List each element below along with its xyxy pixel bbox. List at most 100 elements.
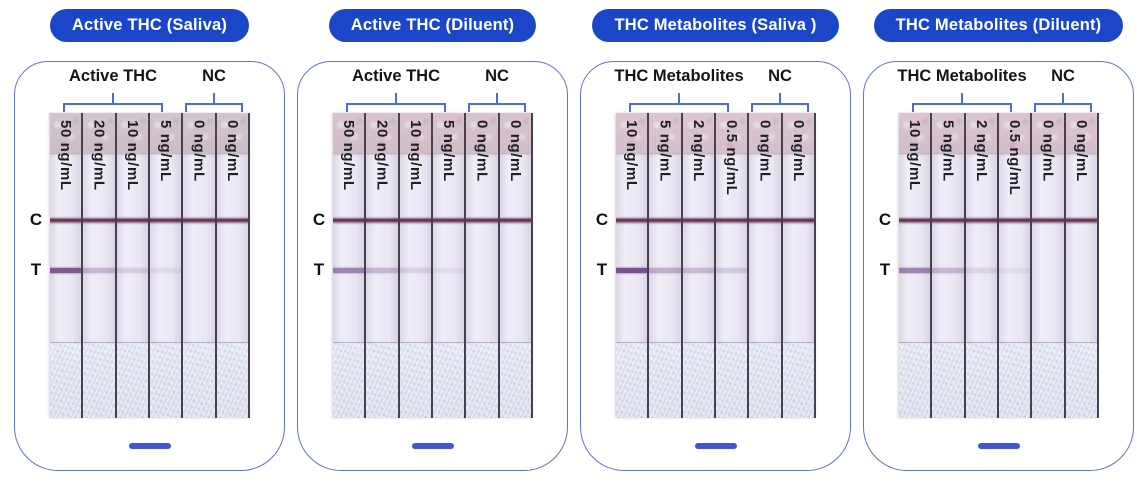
test-strip: 50 ng/mL: [333, 113, 365, 418]
nc-group-bracket: NC: [185, 62, 243, 113]
control-line: [899, 218, 931, 223]
control-line: [366, 218, 398, 223]
sample-pad: [183, 113, 215, 153]
control-line: [782, 218, 814, 223]
strip-concentration-label: 2 ng/mL: [972, 120, 990, 182]
bracket-line: [185, 103, 243, 114]
control-line: [649, 218, 681, 223]
test-strip: 10 ng/mL: [616, 113, 648, 418]
nc-group-label: NC: [202, 67, 226, 85]
panel-title: THC Metabolites (Saliva ): [614, 16, 817, 34]
sample-pad: [649, 113, 681, 153]
absorbent-pad: [899, 342, 931, 418]
absorbent-pad: [749, 342, 781, 418]
sample-pad: [399, 113, 431, 153]
sample-pad: [999, 113, 1031, 153]
control-line: [183, 218, 215, 223]
control-line-label: C: [595, 210, 609, 229]
test-strip: 10 ng/mL: [114, 113, 148, 418]
control-line: [83, 218, 115, 223]
panel-active-thc-saliva: Active THC (Saliva) Active THC NC C T 50…: [14, 9, 285, 488]
strip-concentration-label: 0.5 ng/mL: [1006, 120, 1024, 196]
strip-concentration-label: 5 ng/mL: [157, 120, 175, 182]
panel-title: Active THC (Saliva): [71, 16, 228, 34]
panel-title: THC Metabolites (Diluent): [895, 16, 1102, 34]
scale-bar: [977, 443, 1020, 449]
control-line: [116, 218, 148, 223]
strip-concentration-label: 10 ng/mL: [906, 120, 924, 191]
sample-group-bracket: Active THC: [63, 62, 163, 113]
strip-row: 50 ng/mL 20 ng/mL 10 ng/mL 5 ng/mL 0 ng/mL 0 …: [50, 113, 250, 418]
control-line: [1032, 218, 1064, 223]
nc-group-bracket: NC: [751, 62, 809, 113]
sample-pad: [1032, 113, 1064, 153]
test-line-label: T: [30, 260, 42, 279]
sample-pad: [899, 113, 931, 153]
test-strip: 10 ng/mL: [899, 113, 931, 418]
sample-pad: [1065, 113, 1097, 153]
sample-group-label: Active THC: [68, 67, 158, 85]
absorbent-pad: [965, 342, 997, 418]
test-line-label: T: [596, 260, 608, 279]
test-strip: 5 ng/mL: [430, 113, 465, 418]
control-line: [682, 218, 714, 223]
test-line-label: T: [879, 260, 891, 279]
test-line: [649, 268, 681, 273]
test-line: [83, 268, 115, 273]
test-line: [716, 268, 748, 273]
panel-title: Active THC (Diluent): [350, 16, 515, 34]
strip-concentration-label: 5 ng/mL: [440, 120, 458, 182]
strip-row: 50 ng/mL 20 ng/mL 10 ng/mL 5 ng/mL 0 ng/mL 0 …: [333, 113, 533, 418]
strip-concentration-label: 0.5 ng/mL: [723, 120, 741, 196]
absorbent-pad: [682, 342, 714, 418]
test-strip: 2 ng/mL: [963, 113, 997, 418]
sample-pad: [932, 113, 964, 153]
strip-row: 10 ng/mL 5 ng/mL 2 ng/mL 0.5 ng/mL 0 ng/mL 0 …: [616, 113, 816, 418]
strip-concentration-label: 0 ng/mL: [1072, 120, 1090, 182]
absorbent-pad: [999, 342, 1031, 418]
absorbent-pad: [932, 342, 964, 418]
bracket-center-tick: [1062, 93, 1064, 103]
bracket-line: [629, 103, 729, 114]
bracket-center-tick: [213, 93, 215, 103]
nc-group-bracket: NC: [468, 62, 526, 113]
control-line-label: C: [312, 210, 326, 229]
control-line: [716, 218, 748, 223]
sample-group-label: THC Metabolites: [897, 67, 1027, 85]
sample-pad: [682, 113, 714, 153]
absorbent-pad: [83, 342, 115, 418]
test-line: [999, 268, 1031, 273]
nc-group-label: NC: [768, 67, 792, 85]
bracket-line: [912, 103, 1012, 114]
control-line-label: C: [878, 210, 892, 229]
sample-pad: [50, 113, 82, 153]
bracket-center-tick: [112, 93, 114, 103]
sample-pad: [466, 113, 498, 153]
bracket-line: [468, 103, 526, 114]
strip-concentration-label: 10 ng/mL: [123, 120, 141, 191]
control-line: [216, 218, 248, 223]
strip-concentration-label: 10 ng/mL: [406, 120, 424, 191]
panel-thc-metabolites-saliva: THC Metabolites (Saliva ) THC Metabolite…: [580, 9, 851, 488]
scale-bar: [411, 443, 454, 449]
strip-concentration-label: 5 ng/mL: [656, 120, 674, 182]
absorbent-pad: [50, 342, 82, 418]
test-line: [366, 268, 398, 273]
absorbent-pad: [1032, 342, 1064, 418]
strip-concentration-label: 50 ng/mL: [57, 120, 75, 191]
test-line: [333, 268, 365, 273]
strip-concentration-label: 5 ng/mL: [939, 120, 957, 182]
test-strip: 0 ng/mL: [464, 113, 498, 418]
strip-concentration-label: 0 ng/mL: [473, 120, 491, 182]
strip-concentration-label: 20 ng/mL: [373, 120, 391, 191]
test-line: [150, 268, 182, 273]
test-strip: 2 ng/mL: [680, 113, 714, 418]
test-line: [899, 268, 931, 273]
sample-pad: [116, 113, 148, 153]
nc-group-label: NC: [1051, 67, 1075, 85]
absorbent-pad: [1065, 342, 1097, 418]
panel-title-pill: THC Metabolites (Saliva ): [592, 9, 839, 42]
sample-pad: [433, 113, 465, 153]
panel-thc-metabolites-diluent: THC Metabolites (Diluent) THC Metabolite…: [863, 9, 1134, 488]
absorbent-pad: [782, 342, 814, 418]
